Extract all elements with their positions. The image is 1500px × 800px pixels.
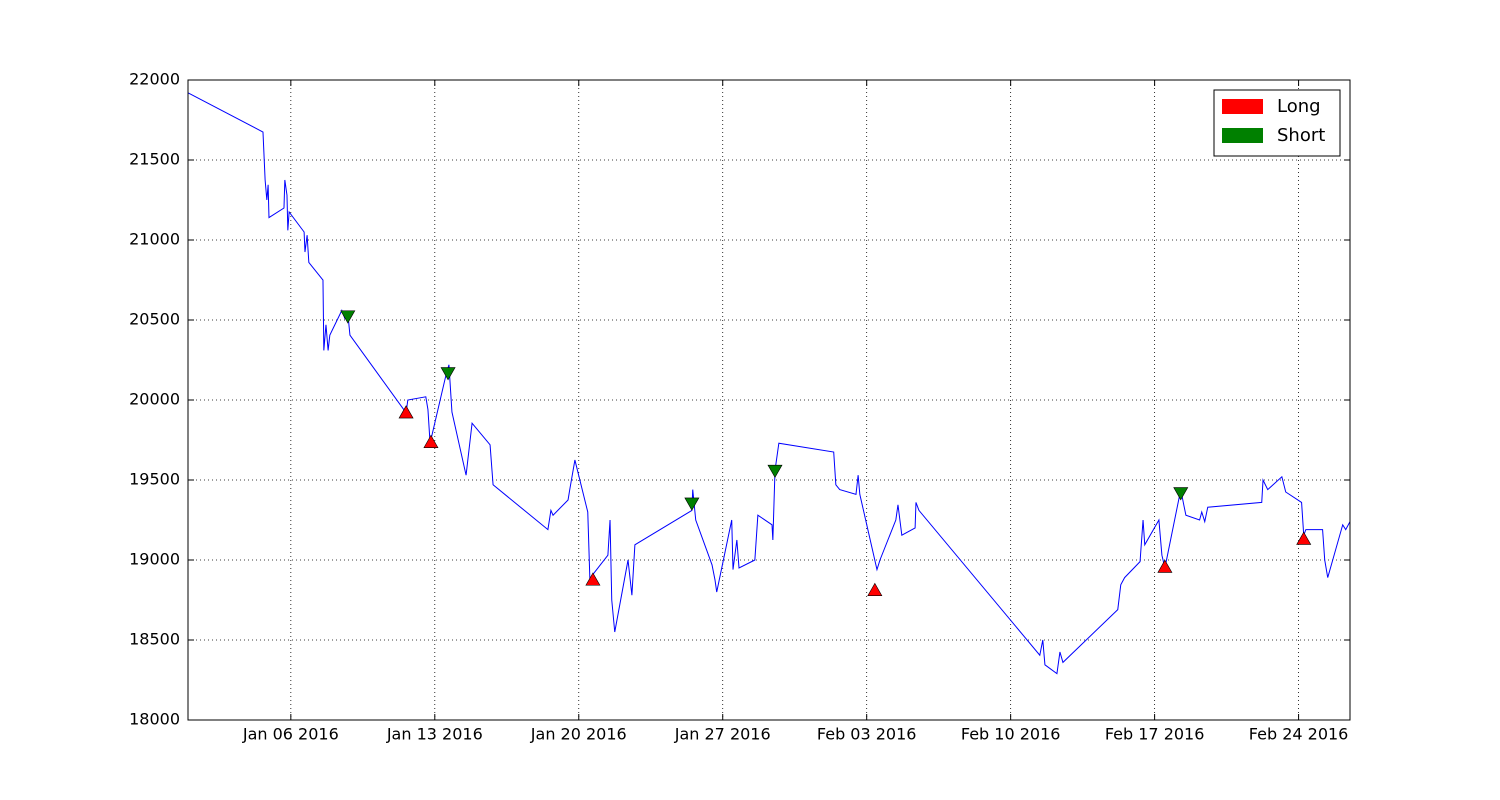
y-tick-label: 22000: [129, 70, 180, 89]
trade-marker: [767, 464, 783, 479]
x-tick-label: Feb 17 2016: [1105, 725, 1205, 744]
trade-marker: [423, 434, 439, 448]
y-tick-label: 18000: [129, 710, 180, 729]
x-tick-label: Feb 10 2016: [961, 725, 1061, 744]
trade-marker: [1173, 487, 1189, 501]
trade-marker: [867, 582, 883, 596]
trade-marker: [340, 310, 356, 324]
y-tick-label: 20000: [129, 390, 180, 409]
legend-label: Short: [1277, 125, 1325, 146]
trade-marker: [440, 367, 456, 381]
y-tick-label: 21500: [129, 150, 180, 169]
trade-marker: [585, 572, 601, 586]
plot-frame: [187, 79, 1351, 721]
trade-marker: [1296, 531, 1312, 545]
x-tick-label: Feb 03 2016: [817, 725, 917, 744]
legend-swatch: [1222, 99, 1263, 114]
x-tick-label: Jan 20 2016: [530, 725, 627, 744]
x-tick-label: Feb 24 2016: [1249, 725, 1349, 744]
y-tick-label: 21000: [129, 230, 180, 249]
x-tick-label: Jan 06 2016: [242, 725, 339, 744]
y-tick-label: 20500: [129, 310, 180, 329]
legend-swatch: [1222, 128, 1263, 143]
y-tick-label: 19000: [129, 550, 180, 569]
legend-label: Long: [1277, 96, 1321, 117]
y-tick-label: 18500: [129, 630, 180, 649]
x-tick-label: Jan 13 2016: [386, 725, 483, 744]
y-tick-label: 19500: [129, 470, 180, 489]
trade-marker: [1157, 559, 1173, 573]
trade-marker: [684, 497, 700, 511]
trade-marker: [398, 405, 414, 419]
x-tick-label: Jan 27 2016: [674, 725, 771, 744]
